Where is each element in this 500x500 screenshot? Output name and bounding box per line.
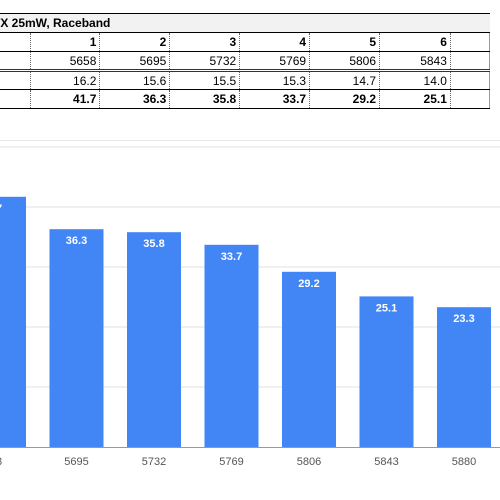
sheet-cell[interactable]: [0, 32, 32, 52]
sheet-cell[interactable]: [0, 51, 32, 72]
sheet-cell[interactable]: [450, 32, 491, 52]
sheet-cell[interactable]: [0, 89, 32, 109]
value-row-3: 41.7 36.3 35.8 33.7 29.2 25.1: [0, 89, 491, 109]
sheet-cell[interactable]: [450, 70, 491, 90]
bar-chart[interactable]: 7 8 36.3 5695 35.8 5732 33.7 5769 29.2 5806 25.1 58…: [0, 140, 500, 500]
value-cell[interactable]: 15.6: [99, 70, 171, 90]
data-label: 36.3: [66, 235, 87, 247]
value-cell[interactable]: 15.5: [169, 70, 241, 90]
data-label: 35.8: [143, 238, 164, 250]
data-label: 23.3: [453, 313, 474, 325]
bar[interactable]: [127, 232, 181, 447]
channel-cell[interactable]: 5: [309, 32, 381, 52]
x-tick-label: 5769: [219, 456, 243, 468]
x-tick-label: 8: [0, 456, 2, 468]
data-label: 33.7: [221, 251, 242, 263]
frequency-cell[interactable]: 5658: [30, 51, 101, 72]
frequency-row: 5658 5695 5732 5769 5806 5843: [0, 51, 491, 72]
frequency-cell[interactable]: 5732: [169, 51, 241, 72]
x-tick-label: 5806: [297, 456, 321, 468]
channel-cell[interactable]: 2: [99, 32, 171, 52]
data-label: 7: [0, 203, 2, 215]
data-label: 29.2: [298, 278, 319, 290]
channel-cell[interactable]: 4: [239, 32, 311, 52]
value-cell[interactable]: 14.7: [309, 70, 381, 90]
value-cell[interactable]: 36.3: [99, 89, 171, 109]
bar[interactable]: [359, 296, 414, 447]
frequency-cell[interactable]: 5806: [309, 51, 381, 72]
x-tick-label: 5695: [64, 456, 88, 468]
sheet-cell[interactable]: [450, 89, 491, 109]
channel-cell[interactable]: 6: [379, 32, 451, 52]
value-row-2: 16.2 15.6 15.5 15.3 14.7 14.0: [0, 70, 491, 90]
channel-row: 1 2 3 4 5 6: [0, 32, 491, 52]
bar-chart-svg: 7 8 36.3 5695 35.8 5732 33.7 5769 29.2 5806 25.1 58…: [0, 140, 500, 468]
bar[interactable]: [282, 271, 336, 447]
bar[interactable]: [437, 307, 491, 447]
bar[interactable]: [204, 244, 259, 447]
frequency-cell[interactable]: 5843: [379, 51, 451, 72]
frequency-cell[interactable]: 5769: [239, 51, 311, 72]
channel-cell[interactable]: 1: [30, 32, 101, 52]
bar[interactable]: [49, 229, 104, 447]
value-cell[interactable]: 35.8: [169, 89, 241, 109]
sheet-cell[interactable]: [450, 51, 491, 72]
value-cell[interactable]: 33.7: [239, 89, 311, 109]
value-cell[interactable]: 15.3: [239, 70, 311, 90]
data-label: 25.1: [376, 302, 397, 314]
sheet-title[interactable]: TX 25mW, Raceband: [0, 13, 490, 33]
value-cell[interactable]: 29.2: [309, 89, 381, 109]
value-cell[interactable]: 25.1: [379, 89, 451, 109]
value-cell[interactable]: 14.0: [379, 70, 451, 90]
channel-cell[interactable]: 3: [169, 32, 241, 52]
x-tick-label: 5732: [142, 456, 166, 468]
sheet-title-row: TX 25mW, Raceband: [0, 13, 490, 33]
x-tick-label: 5880: [452, 456, 476, 468]
sheet-cell[interactable]: [0, 70, 32, 90]
x-tick-label: 5843: [374, 456, 398, 468]
frequency-cell[interactable]: 5695: [99, 51, 171, 72]
bar[interactable]: [0, 196, 26, 447]
value-cell[interactable]: 41.7: [30, 89, 101, 109]
value-cell[interactable]: 16.2: [30, 70, 101, 90]
spreadsheet-table: TX 25mW, Raceband 1 2 3 4 5 6 5658 5695 …: [0, 13, 491, 109]
